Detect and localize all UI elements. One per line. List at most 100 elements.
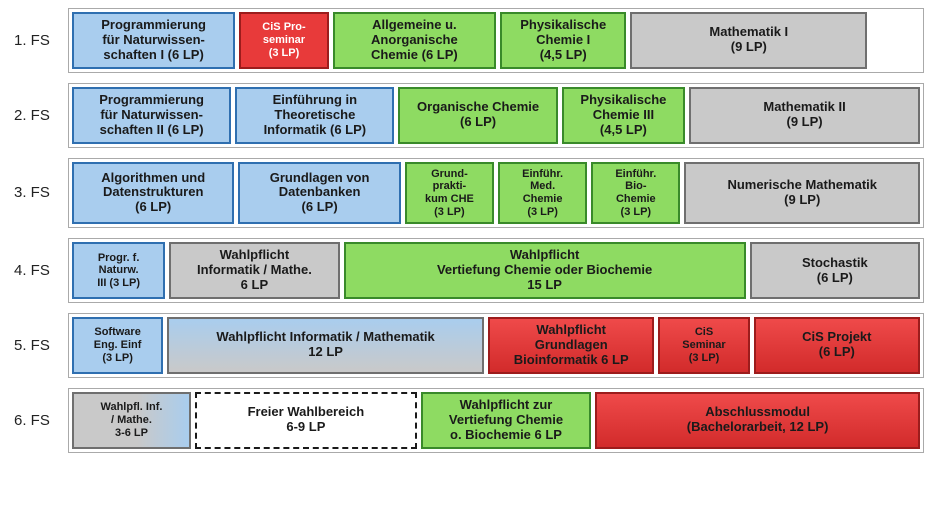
course-text-line: (4,5 LP): [540, 48, 587, 63]
semester-row: 2. FSProgrammierungfür Naturwissen-schaf…: [8, 83, 924, 148]
course-text-line: Freier Wahlbereich: [248, 405, 365, 420]
course-text-line: Eng. Einf: [94, 339, 142, 352]
semester-label: 3. FS: [8, 158, 68, 229]
course-text-line: CiS Projekt: [802, 330, 871, 345]
course-text-line: Software: [94, 326, 140, 339]
course-text-line: (3 LP): [434, 206, 465, 219]
course-box: WahlpflichtVertiefung Chemie oder Bioche…: [344, 242, 746, 299]
course-box: Numerische Mathematik(9 LP): [684, 162, 920, 225]
course-text-line: für Naturwissen-: [100, 108, 203, 123]
course-box: CiS Projekt(6 LP): [754, 317, 920, 374]
course-text-line: Allgemeine u.: [372, 18, 457, 33]
course-text-line: Wahlpflicht Informatik / Mathematik: [216, 330, 434, 345]
course-text-line: Chemie (6 LP): [371, 48, 458, 63]
course-box: SoftwareEng. Einf(3 LP): [72, 317, 163, 374]
curriculum-plan: 1. FSProgrammierungfür Naturwissen-schaf…: [8, 8, 924, 453]
course-box: Organische Chemie(6 LP): [398, 87, 557, 144]
course-text-line: Algorithmen und: [101, 171, 205, 186]
course-text-line: Datenstrukturen: [103, 185, 203, 200]
course-box: Grundlagen vonDatenbanken(6 LP): [238, 162, 400, 225]
course-box: Allgemeine u.AnorganischeChemie (6 LP): [333, 12, 496, 69]
course-text-line: (3 LP): [527, 206, 558, 219]
course-box: Progr. f.Naturw.III (3 LP): [72, 242, 165, 299]
course-text-line: seminar: [263, 34, 305, 47]
course-text-line: / Mathe.: [111, 414, 152, 427]
course-text-line: 12 LP: [308, 345, 343, 360]
course-text-line: Physikalische: [520, 18, 606, 33]
semester-row: 6. FSWahlpfl. Inf./ Mathe.3-6 LPFreier W…: [8, 388, 924, 453]
course-text-line: (9 LP): [786, 115, 822, 130]
course-text-line: 3-6 LP: [115, 427, 148, 440]
course-text-line: schaften II (6 LP): [100, 123, 204, 138]
course-box: Grund-prakti-kum CHE(3 LP): [405, 162, 494, 225]
course-text-line: Einführ.: [615, 168, 656, 181]
course-text-line: Organische Chemie: [417, 100, 539, 115]
course-text-line: Progr. f.: [98, 252, 140, 265]
course-text-line: o. Biochemie 6 LP: [450, 428, 562, 443]
course-box: Abschlussmodul(Bachelorarbeit, 12 LP): [595, 392, 920, 449]
semester-frame: SoftwareEng. Einf(3 LP)Wahlpflicht Infor…: [68, 313, 924, 378]
course-text-line: CiS: [695, 326, 713, 339]
course-text-line: Informatik / Mathe.: [197, 263, 312, 278]
course-text-line: Informatik (6 LP): [264, 123, 367, 138]
course-text-line: (4,5 LP): [600, 123, 647, 138]
course-text-line: Mathematik I: [709, 25, 788, 40]
course-box: WahlpflichtInformatik / Mathe.6 LP: [169, 242, 339, 299]
course-text-line: Wahlpfl. Inf.: [101, 401, 163, 414]
course-text-line: für Naturwissen-: [102, 33, 205, 48]
course-text-line: kum CHE: [425, 193, 474, 206]
semester-frame: Algorithmen undDatenstrukturen(6 LP)Grun…: [68, 158, 924, 229]
course-text-line: Einführung in: [273, 93, 357, 108]
course-text-line: Bio-: [625, 180, 646, 193]
semester-row: 1. FSProgrammierungfür Naturwissen-schaf…: [8, 8, 924, 73]
course-text-line: (3 LP): [269, 47, 300, 60]
course-text-line: 6 LP: [241, 278, 268, 293]
course-box: Programmierungfür Naturwissen-schaften I…: [72, 87, 231, 144]
course-text-line: 15 LP: [527, 278, 562, 293]
semester-label: 5. FS: [8, 313, 68, 378]
course-text-line: Datenbanken: [279, 185, 361, 200]
course-box: Einführung inTheoretischeInformatik (6 L…: [235, 87, 394, 144]
course-text-line: Stochastik: [802, 256, 868, 271]
course-box: Algorithmen undDatenstrukturen(6 LP): [72, 162, 234, 225]
semester-row: 4. FSProgr. f.Naturw.III (3 LP)Wahlpflic…: [8, 238, 924, 303]
course-text-line: Abschlussmodul: [705, 405, 810, 420]
course-box: CiSSeminar(3 LP): [658, 317, 749, 374]
course-box: Freier Wahlbereich6-9 LP: [195, 392, 417, 449]
course-box: Wahlpflicht zurVertiefung Chemieo. Bioch…: [421, 392, 591, 449]
course-text-line: (6 LP): [302, 200, 338, 215]
semester-frame: Programmierungfür Naturwissen-schaften I…: [68, 8, 924, 73]
course-text-line: Wahlpflicht: [220, 248, 290, 263]
course-text-line: Programmierung: [101, 18, 206, 33]
course-text-line: Seminar: [682, 339, 725, 352]
course-text-line: 6-9 LP: [286, 420, 325, 435]
course-text-line: III (3 LP): [97, 277, 140, 290]
course-text-line: Mathematik II: [763, 100, 845, 115]
course-text-line: (6 LP): [817, 271, 853, 286]
course-text-line: Grundlagen von: [270, 171, 370, 186]
course-text-line: (Bachelorarbeit, 12 LP): [687, 420, 829, 435]
semester-label: 2. FS: [8, 83, 68, 148]
course-text-line: Wahlpflicht: [536, 323, 606, 338]
course-text-line: Einführ.: [522, 168, 563, 181]
course-text-line: prakti-: [433, 180, 467, 193]
semester-row: 3. FSAlgorithmen undDatenstrukturen(6 LP…: [8, 158, 924, 229]
course-text-line: Numerische Mathematik: [727, 178, 877, 193]
course-box: Programmierungfür Naturwissen-schaften I…: [72, 12, 235, 69]
course-box: CiS Pro-seminar(3 LP): [239, 12, 329, 69]
empty-slot: [871, 12, 920, 69]
course-text-line: Grundlagen: [535, 338, 608, 353]
course-box: WahlpflichtGrundlagenBioinformatik 6 LP: [488, 317, 654, 374]
course-text-line: Chemie: [523, 193, 563, 206]
course-box: Einführ.Bio-Chemie(3 LP): [591, 162, 680, 225]
semester-row: 5. FSSoftwareEng. Einf(3 LP)Wahlpflicht …: [8, 313, 924, 378]
course-text-line: Chemie III: [593, 108, 654, 123]
course-box: PhysikalischeChemie I(4,5 LP): [500, 12, 626, 69]
course-text-line: Theoretische: [274, 108, 355, 123]
course-text-line: (3 LP): [689, 352, 720, 365]
course-text-line: Chemie I: [536, 33, 590, 48]
course-box: Mathematik I(9 LP): [630, 12, 867, 69]
semester-label: 4. FS: [8, 238, 68, 303]
course-box: Stochastik(6 LP): [750, 242, 920, 299]
course-text-line: Wahlpflicht: [510, 248, 580, 263]
